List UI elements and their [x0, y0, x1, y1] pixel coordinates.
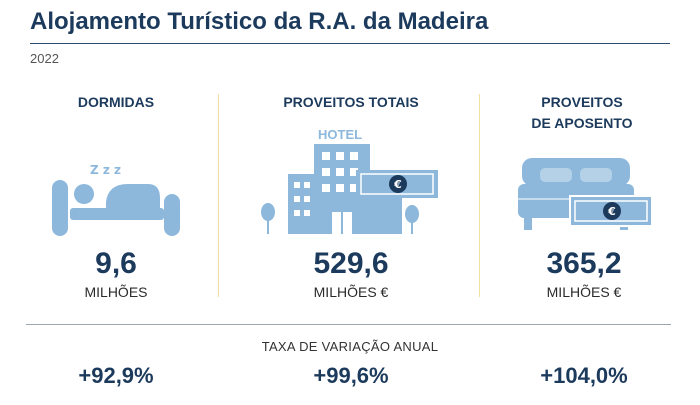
- column-divider: [218, 94, 219, 297]
- page-title: Alojamento Turístico da R.A. da Madeira: [30, 8, 489, 35]
- proveitos-totais-unit: MILHÕES €: [313, 284, 389, 300]
- dormidas-header: DORMIDAS: [16, 92, 216, 113]
- proveitos-aposento-change: +104,0%: [540, 363, 628, 388]
- proveitos-totais-value: 529,6: [313, 247, 389, 280]
- proveitos-aposento-value: 365,2: [546, 247, 622, 280]
- proveitos-totais-label: PROVEITOS TOTAIS: [283, 94, 419, 110]
- hotel-building-icon: HOTEL €: [261, 127, 438, 234]
- bottom-divider: [26, 324, 671, 325]
- proveitos-aposento-label-line2: DE APOSENTO: [531, 115, 633, 131]
- dormidas-label: DORMIDAS: [77, 94, 155, 110]
- proveitos-aposento-unit: MILHÕES €: [546, 284, 622, 300]
- euro-symbol: €: [607, 205, 616, 218]
- dormidas-unit: MILHÕES: [84, 284, 148, 300]
- bed-money-icon: €: [518, 158, 653, 230]
- year-label: 2022: [30, 51, 59, 66]
- title-divider: [30, 43, 670, 44]
- proveitos-totais-header: PROVEITOS TOTAIS: [251, 92, 451, 113]
- zzz-text: Z z z: [90, 163, 121, 177]
- proveitos-aposento-label-line1: PROVEITOS: [541, 94, 623, 110]
- sleeping-person-icon: Z z z: [52, 163, 180, 236]
- hotel-sign-text: HOTEL: [318, 127, 362, 142]
- dormidas-change: +92,9%: [78, 363, 154, 388]
- column-divider: [479, 94, 480, 297]
- euro-symbol: €: [393, 178, 402, 191]
- proveitos-aposento-header: PROVEITOS DE APOSENTO: [482, 92, 682, 134]
- annual-variation-label: TAXA DE VARIAÇÃO ANUAL: [261, 339, 439, 354]
- proveitos-totais-change: +99,6%: [313, 363, 389, 388]
- dormidas-value: 9,6: [95, 247, 137, 280]
